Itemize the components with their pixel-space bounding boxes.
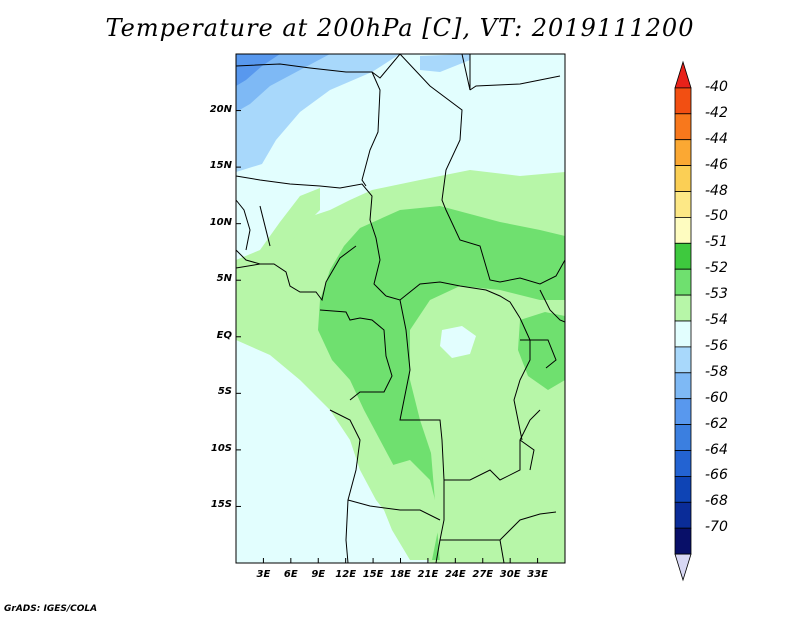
colorbar-label: -54 bbox=[705, 312, 728, 328]
region-band-blue-nw-strip bbox=[420, 54, 470, 72]
colorbar-label: -48 bbox=[705, 182, 728, 199]
axis-ticks bbox=[236, 110, 539, 563]
lon-label: 27E bbox=[472, 569, 494, 580]
colorbar-swatch bbox=[674, 346, 692, 374]
region-band-green bbox=[318, 206, 565, 560]
colorbar-label: -51 bbox=[705, 234, 728, 251]
colorbar-swatch bbox=[674, 216, 692, 244]
colorbar-swatch bbox=[674, 424, 692, 451]
colorbar-swatch bbox=[674, 268, 692, 296]
colorbar-swatch bbox=[674, 527, 692, 555]
lon-label: 6E bbox=[283, 569, 298, 580]
colorbar bbox=[674, 60, 692, 582]
colorbar-swatch bbox=[674, 450, 692, 477]
colorbar-label: -56 bbox=[705, 337, 728, 354]
lat-label: 5S bbox=[217, 386, 232, 398]
colorbar-label: -40 bbox=[705, 78, 728, 95]
lat-label: 5N bbox=[216, 273, 232, 285]
colorbar-label: -58 bbox=[705, 363, 728, 380]
colorbar-label: -64 bbox=[705, 441, 728, 458]
colorbar-swatch bbox=[674, 242, 692, 270]
colorbar-label: -60 bbox=[705, 389, 728, 406]
lon-label: 9E bbox=[311, 569, 326, 580]
lat-label: 20N bbox=[209, 103, 232, 115]
colorbar-label: -66 bbox=[705, 467, 728, 484]
colorbar-swatch bbox=[674, 372, 692, 400]
map-plot-area bbox=[236, 54, 565, 563]
lon-label: 30E bbox=[499, 569, 521, 580]
colorbar-swatch bbox=[674, 501, 692, 529]
borders bbox=[236, 54, 565, 563]
lon-label: 24E bbox=[444, 569, 466, 580]
colorbar-label: -62 bbox=[705, 415, 728, 432]
colorbar-swatch bbox=[674, 191, 692, 218]
colorbar-swatch bbox=[674, 139, 692, 166]
lon-label: 12E bbox=[335, 569, 357, 580]
lat-label: 15N bbox=[209, 160, 232, 172]
region-band-green-east bbox=[518, 312, 565, 390]
colorbar-max-triangle bbox=[674, 60, 692, 89]
lat-label: 10N bbox=[209, 216, 232, 228]
lon-label: 21E bbox=[417, 569, 439, 580]
map-title: Temperature at 200hPa [C], VT: 201911120… bbox=[105, 14, 695, 42]
colorbar-label: -44 bbox=[705, 130, 728, 147]
colorbar-label: -46 bbox=[705, 156, 728, 173]
lon-label: 15E bbox=[362, 569, 384, 580]
credit-text: GrADS: IGES/COLA bbox=[4, 604, 98, 614]
lon-label: 18E bbox=[390, 569, 411, 580]
region-patch-cyan-central bbox=[440, 326, 476, 358]
colorbar-label: -50 bbox=[705, 208, 728, 225]
lat-label: EQ bbox=[216, 329, 232, 341]
region-band-blue-nw bbox=[236, 54, 400, 172]
colorbar-label: -68 bbox=[705, 493, 728, 510]
region-band-green-south bbox=[430, 440, 565, 563]
colorbar-min-triangle bbox=[674, 553, 692, 582]
colorbar-swatch bbox=[674, 113, 692, 141]
colorbar-label: -52 bbox=[705, 260, 728, 277]
colorbar-swatch bbox=[674, 294, 692, 322]
lat-label: 10S bbox=[210, 442, 232, 454]
region-patch-cyan-southwest bbox=[236, 400, 364, 563]
colorbar-label: -70 bbox=[705, 519, 728, 536]
lat-label: 15S bbox=[210, 499, 232, 511]
region-band-dark-blue-nw bbox=[236, 54, 280, 86]
colorbar-label: -42 bbox=[705, 104, 728, 121]
lon-label: 33E bbox=[527, 569, 548, 580]
colorbar-swatch bbox=[674, 475, 692, 503]
lon-label: 3E bbox=[256, 569, 271, 580]
colorbar-swatch bbox=[674, 398, 692, 426]
colorbar-swatch bbox=[674, 320, 692, 348]
region-band-light-green-west bbox=[236, 188, 320, 276]
region-band-mid-blue-nw bbox=[236, 54, 330, 112]
colorbar-swatch bbox=[674, 165, 692, 192]
colorbar-swatch bbox=[674, 87, 692, 115]
colorbar-label: -53 bbox=[705, 286, 728, 303]
